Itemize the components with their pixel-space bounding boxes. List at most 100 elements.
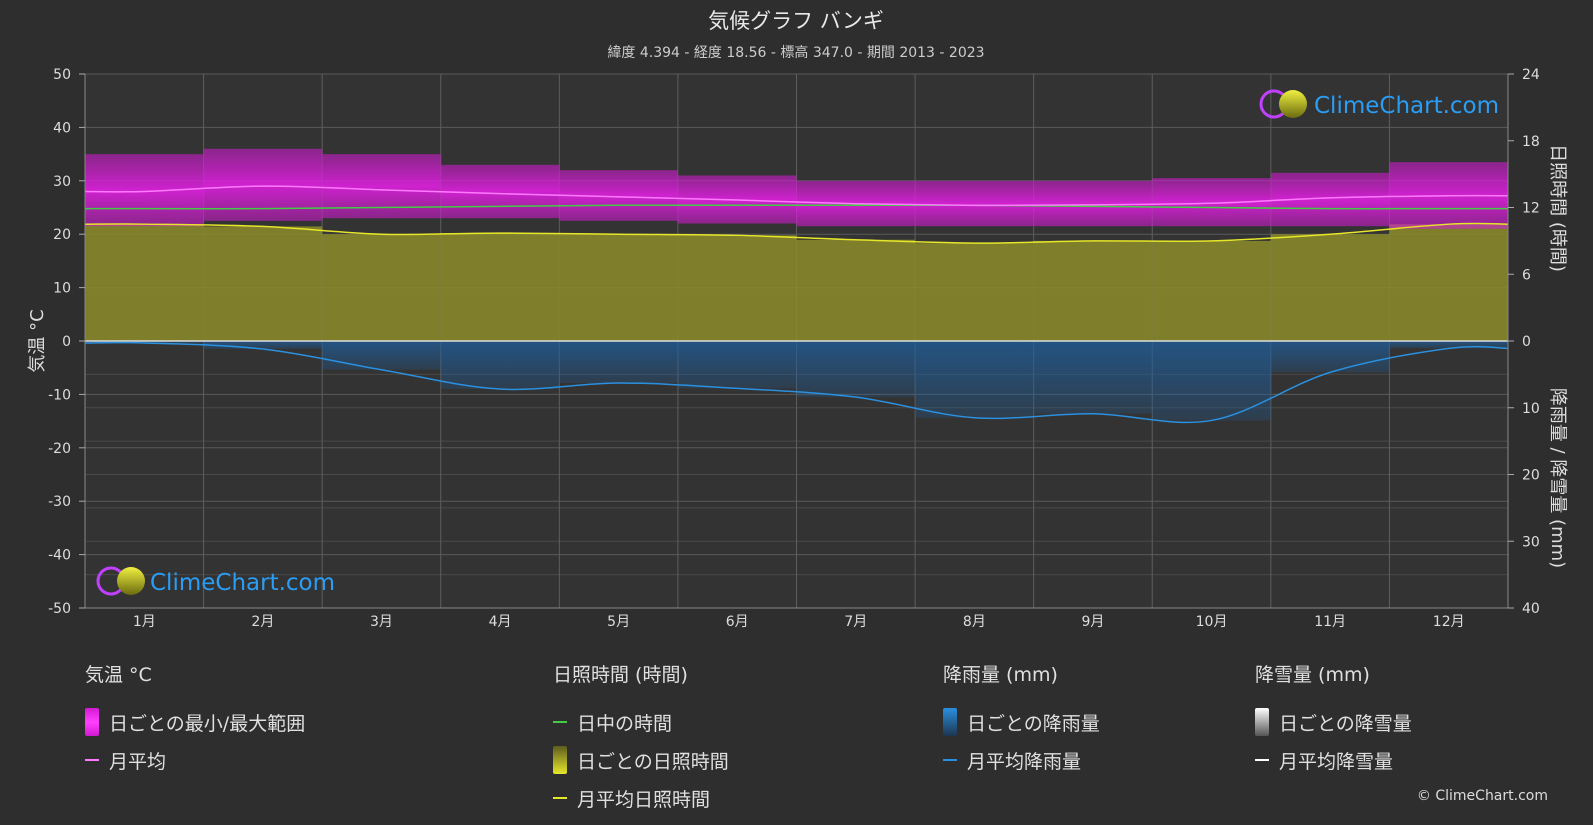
legend-item-daylight: 日中の時間 [553,703,729,741]
rain-daily-bar [440,341,560,390]
rain-daily-bar [559,341,678,384]
rain-daily-bar [796,341,916,398]
copyright: © ClimeChart.com [1416,788,1548,804]
month-tick-label: 3月 [370,614,393,630]
month-tick-label: 12月 [1433,614,1465,630]
legend-title-sunshine: 日照時間 (時間) [553,664,688,686]
legend-swatch-rain-daily [943,708,957,736]
legend-item-sunshine-avg: 月平均日照時間 [553,779,729,817]
left-tick-label: -30 [48,494,71,510]
rain-daily-bar [1270,341,1390,373]
legend-label-temp-avg: 月平均 [109,750,167,773]
legend-swatch-sunshine-avg [553,797,567,799]
legend-item-rain-daily: 日ごとの降雨量 [943,703,1100,741]
legend-label-sunshine-daily: 日ごとの日照時間 [577,750,729,773]
rain-daily-bar [1152,341,1271,421]
month-tick-label: 10月 [1196,614,1228,630]
chart-marks [84,148,1509,424]
left-tick-label: 30 [53,174,71,190]
sunshine-daily-bar [1152,240,1271,341]
sunshine-daily-bar [203,226,323,341]
right-tick-label-precipitation: 10 [1522,401,1540,417]
rain-daily-bar [677,341,797,389]
rain-daily-bar [322,341,441,370]
month-tick-label: 11月 [1314,614,1346,630]
left-tick-label: 50 [53,67,71,83]
legend-title-snow: 降雪量 (mm) [1255,664,1370,686]
sunshine-avg-line [84,222,1509,244]
legend-label-sunshine-avg: 月平均日照時間 [577,788,711,811]
climate-chart: 気候グラフ バンギ 緯度 4.394 - 経度 18.56 - 標高 347.0… [27,9,1568,630]
legend-label-rain-daily: 日ごとの降雨量 [967,712,1100,735]
temp-range-bar [203,148,323,221]
right-axis-title-precipitation: 降雨量 / 降雪量 (mm) [1547,388,1568,568]
legend-sunshine: 日照時間 (時間) 日中の時間 日ごとの日照時間 月平均日照時間 [553,660,729,817]
temp-range-bar [915,180,1034,227]
legend-swatch-snow-daily [1255,708,1269,736]
sunshine-daily-bar [559,234,678,341]
legend-title-rain: 降雨量 (mm) [943,664,1058,686]
legend-swatch-snow-avg [1255,759,1269,761]
month-tick-label: 9月 [1081,614,1104,630]
month-tick-label: 4月 [489,614,512,630]
rain-avg-line [84,341,1509,424]
rain-daily-bar [1389,341,1508,349]
right-tick-label-sunshine: 18 [1522,134,1540,150]
sunshine-daily-bar [440,233,560,341]
legend-item-snow-avg: 月平均降雪量 [1255,741,1412,779]
right-tick-label-sunshine: 12 [1522,201,1540,217]
legend-swatch-temp-range [85,708,99,736]
legend-label-snow-daily: 日ごとの降雪量 [1279,712,1412,735]
rain-daily-bar [1033,341,1153,414]
right-tick-label-sunshine: 24 [1522,67,1540,83]
legend-item-sunshine-daily: 日ごとの日照時間 [553,741,729,779]
right-tick-label-precipitation: 40 [1522,601,1540,617]
sunshine-daily-bar [1389,224,1508,341]
legend-rain: 降雨量 (mm) 日ごとの降雨量 月平均降雨量 [943,660,1100,779]
logo-top: ClimeChart.com [1259,89,1499,119]
logo-sun-icon [1279,90,1307,118]
sunshine-daily-bar [85,224,204,341]
left-tick-label: 40 [53,120,71,136]
legend-swatch-rain-avg [943,759,957,761]
legend-item-snow-daily: 日ごとの降雪量 [1255,703,1412,741]
left-tick-label: 20 [53,227,71,243]
temp-range-bar [85,154,204,227]
rain-daily-bar [85,341,204,344]
legend-swatch-daylight [553,721,567,723]
left-tick-label: -10 [48,387,71,403]
right-tick-label-precipitation: 20 [1522,468,1540,484]
right-tick-label-sunshine: 6 [1522,267,1531,283]
rain-daily-bar [203,341,323,350]
daylight-line [84,204,1508,210]
right-tick-label-sunshine: 0 [1522,334,1531,350]
left-tick-label: 0 [62,334,71,350]
legend-label-temp-range: 日ごとの最小/最大範囲 [109,712,306,735]
sunshine-daily-bar [796,239,916,341]
logo-sun-icon [117,567,145,595]
legend-temperature: 気温 °C 日ごとの最小/最大範囲 月平均 [85,660,305,779]
temp-range-bar [440,164,560,219]
left-axis-title: 気温 °C [27,309,48,372]
sunshine-daily-bar [915,243,1034,341]
left-tick-label: -40 [48,548,71,564]
logo-text-top: ClimeChart.com [1314,93,1499,119]
legend-swatch-temp-avg [85,759,99,761]
axes: 50 40 30 20 10 0 -10 -20 -30 -40 -50 24 18 12 6 0 10 20 30… [48,67,1540,630]
legend-swatch-sunshine-daily [553,746,567,774]
logo-bottom: ClimeChart.com [96,566,335,596]
temp-range-bar [1033,180,1153,227]
legend-label-daylight: 日中の時間 [577,712,673,735]
legend-item-temp-range: 日ごとの最小/最大範囲 [85,703,305,741]
sunshine-daily-bar [1033,240,1153,341]
temp-avg-line [84,185,1509,207]
legend-item-temp-avg: 月平均 [85,741,305,779]
month-tick-label: 8月 [963,614,986,630]
left-tick-label: 10 [53,281,71,297]
month-tick-label: 5月 [607,614,630,630]
month-tick-label: 7月 [844,614,867,630]
legend-title-temperature: 気温 °C [85,664,152,686]
right-tick-label-precipitation: 30 [1522,534,1540,550]
rain-daily-bar [915,341,1034,418]
legend-label-rain-avg: 月平均降雨量 [967,750,1082,773]
